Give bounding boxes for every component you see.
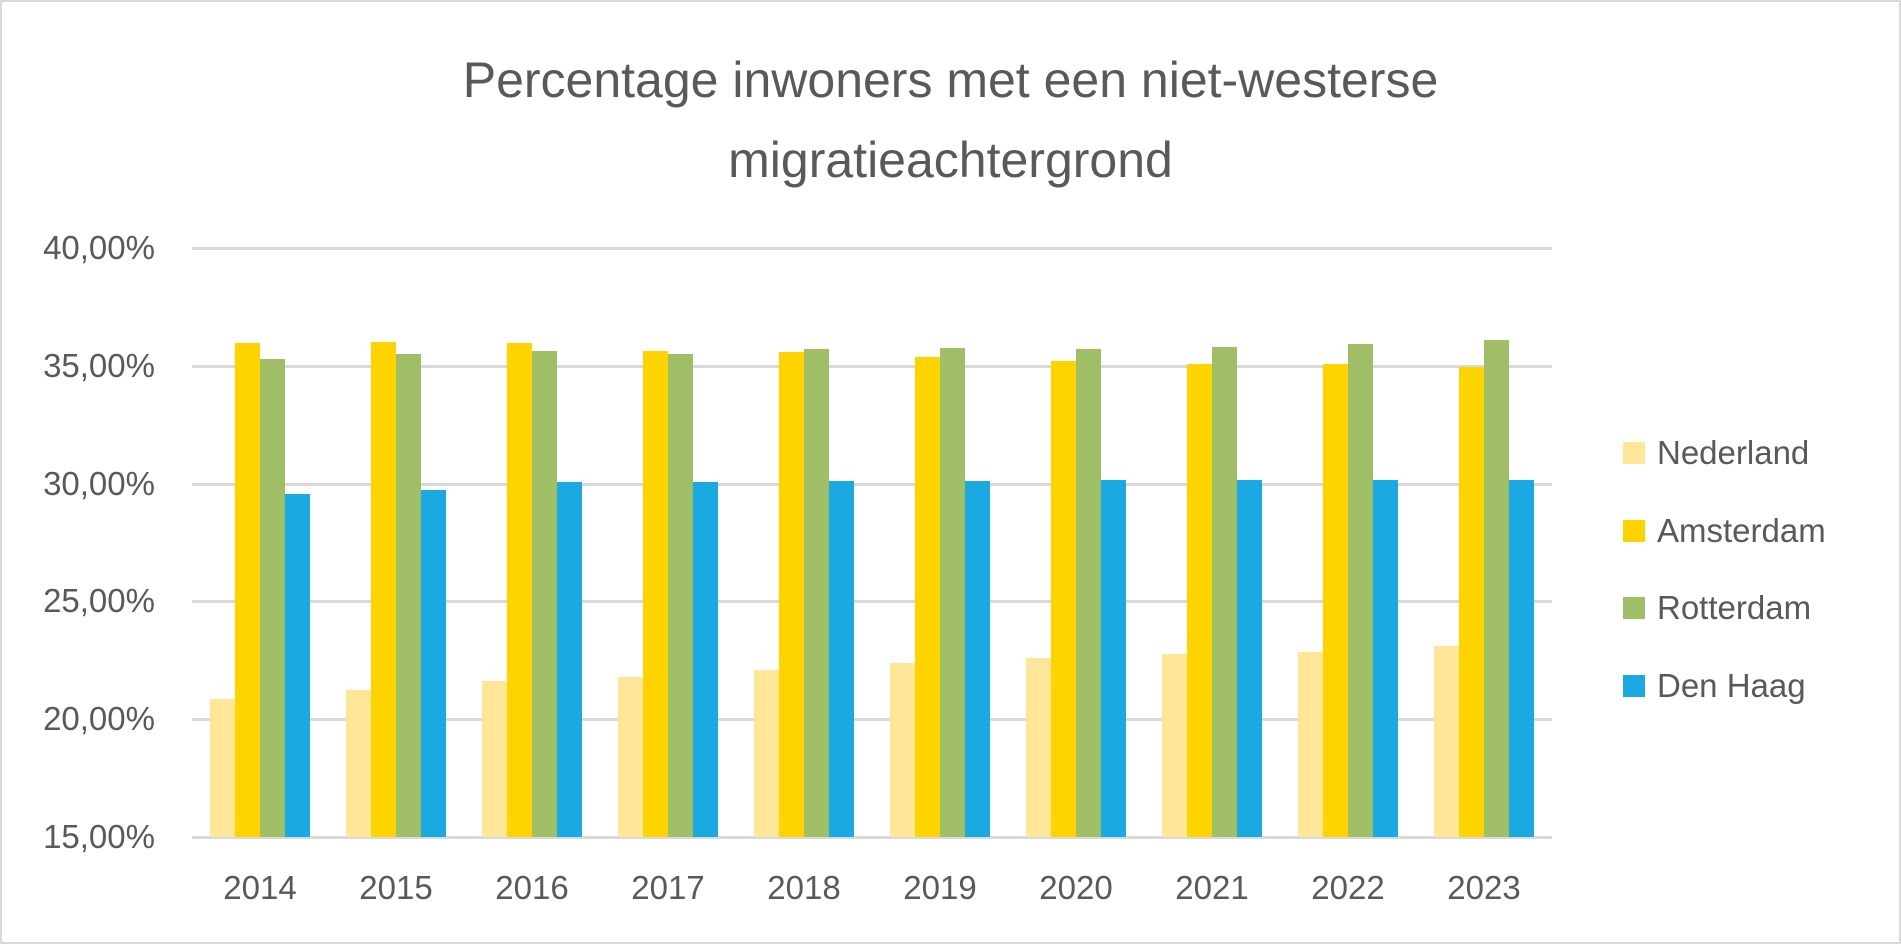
legend-label: Amsterdam [1657,512,1826,549]
gridline [192,718,1552,722]
legend-label: Nederland [1657,434,1810,471]
x-axis-tick-label: 2014 [223,869,297,906]
y-axis-tick-label: 40,00% [43,229,155,266]
bar-rotterdam-2015[interactable] [396,354,421,837]
y-axis-tick-label: 30,00% [43,464,155,502]
chart-title-line-1: Percentage inwoners met een niet-westers… [462,52,1439,108]
bar-nederland-2016[interactable] [482,680,508,837]
gridline [192,482,1552,486]
legend-swatch-icon [1623,520,1645,542]
bar-rotterdam-2016[interactable] [532,351,557,837]
x-axis-tick-label: 2015 [359,869,433,906]
bar-nederland-2018[interactable] [754,670,780,837]
bar-rotterdam-2014[interactable] [260,359,285,837]
x-axis-tick-label: 2016 [495,869,569,906]
chart-title: Percentage inwoners met een niet-westers… [0,40,1901,200]
gridline [192,364,1552,368]
bar-amsterdam-2016[interactable] [507,343,532,837]
bar-nederland-2019[interactable] [890,663,916,837]
bar-amsterdam-2022[interactable] [1323,364,1348,837]
bar-rotterdam-2023[interactable] [1484,340,1509,837]
x-axis-tick-label: 2020 [1039,869,1113,906]
bar-den-haag-2016[interactable] [556,482,582,837]
bar-den-haag-2021[interactable] [1236,480,1262,837]
bar-amsterdam-2023[interactable] [1459,367,1484,837]
legend-item-rotterdam[interactable]: Rotterdam [1623,588,1811,628]
legend-item-den-haag[interactable]: Den Haag [1623,666,1806,706]
bar-amsterdam-2014[interactable] [235,343,260,837]
bar-rotterdam-2017[interactable] [668,354,693,837]
bar-amsterdam-2021[interactable] [1187,364,1212,837]
bar-den-haag-2014[interactable] [284,494,310,837]
gridline [192,600,1552,604]
bar-den-haag-2017[interactable] [692,482,718,837]
bar-den-haag-2019[interactable] [964,481,990,837]
bar-den-haag-2022[interactable] [1372,480,1398,837]
bar-rotterdam-2021[interactable] [1212,347,1237,837]
chart-title-line-2: migratieachtergrond [728,132,1173,188]
bar-amsterdam-2020[interactable] [1051,361,1076,837]
bar-nederland-2022[interactable] [1298,652,1324,837]
y-axis-tick-label: 20,00% [43,700,155,738]
bar-nederland-2014[interactable] [210,698,236,837]
bar-den-haag-2018[interactable] [828,481,854,837]
legend-label: Rotterdam [1657,589,1812,626]
legend-item-amsterdam[interactable]: Amsterdam [1623,511,1826,551]
bar-den-haag-2020[interactable] [1100,480,1126,837]
bar-nederland-2017[interactable] [618,677,644,837]
bar-nederland-2020[interactable] [1026,658,1052,837]
bar-rotterdam-2019[interactable] [940,348,965,837]
bar-rotterdam-2018[interactable] [804,349,829,837]
gridline [192,247,1552,250]
bar-nederland-2015[interactable] [346,690,372,837]
bar-rotterdam-2022[interactable] [1348,344,1373,837]
x-axis-tick-label: 2018 [767,869,841,906]
legend-swatch-icon [1623,597,1645,619]
bar-den-haag-2023[interactable] [1508,480,1534,837]
x-axis-tick-label: 2023 [1447,869,1521,906]
x-axis-tick-label: 2019 [903,869,977,906]
x-axis-tick-label: 2021 [1175,869,1249,906]
y-axis-tick-label: 15,00% [43,818,155,855]
x-axis-tick-label: 2022 [1311,869,1385,906]
bar-amsterdam-2018[interactable] [779,352,804,837]
legend-swatch-icon [1623,675,1645,697]
x-axis-tick-label: 2017 [631,869,705,906]
legend-item-nederland[interactable]: Nederland [1623,433,1809,473]
legend-label: Den Haag [1657,667,1806,704]
gridline [192,836,1552,839]
bar-amsterdam-2017[interactable] [643,351,668,837]
y-axis-tick-label: 25,00% [43,582,155,620]
y-axis-tick-label: 35,00% [43,346,155,384]
bar-nederland-2021[interactable] [1162,654,1188,837]
legend-swatch-icon [1623,442,1645,464]
bar-rotterdam-2020[interactable] [1076,349,1101,837]
bar-amsterdam-2019[interactable] [915,357,940,837]
bar-amsterdam-2015[interactable] [371,342,396,837]
bar-den-haag-2015[interactable] [420,490,446,837]
bar-nederland-2023[interactable] [1434,646,1460,837]
